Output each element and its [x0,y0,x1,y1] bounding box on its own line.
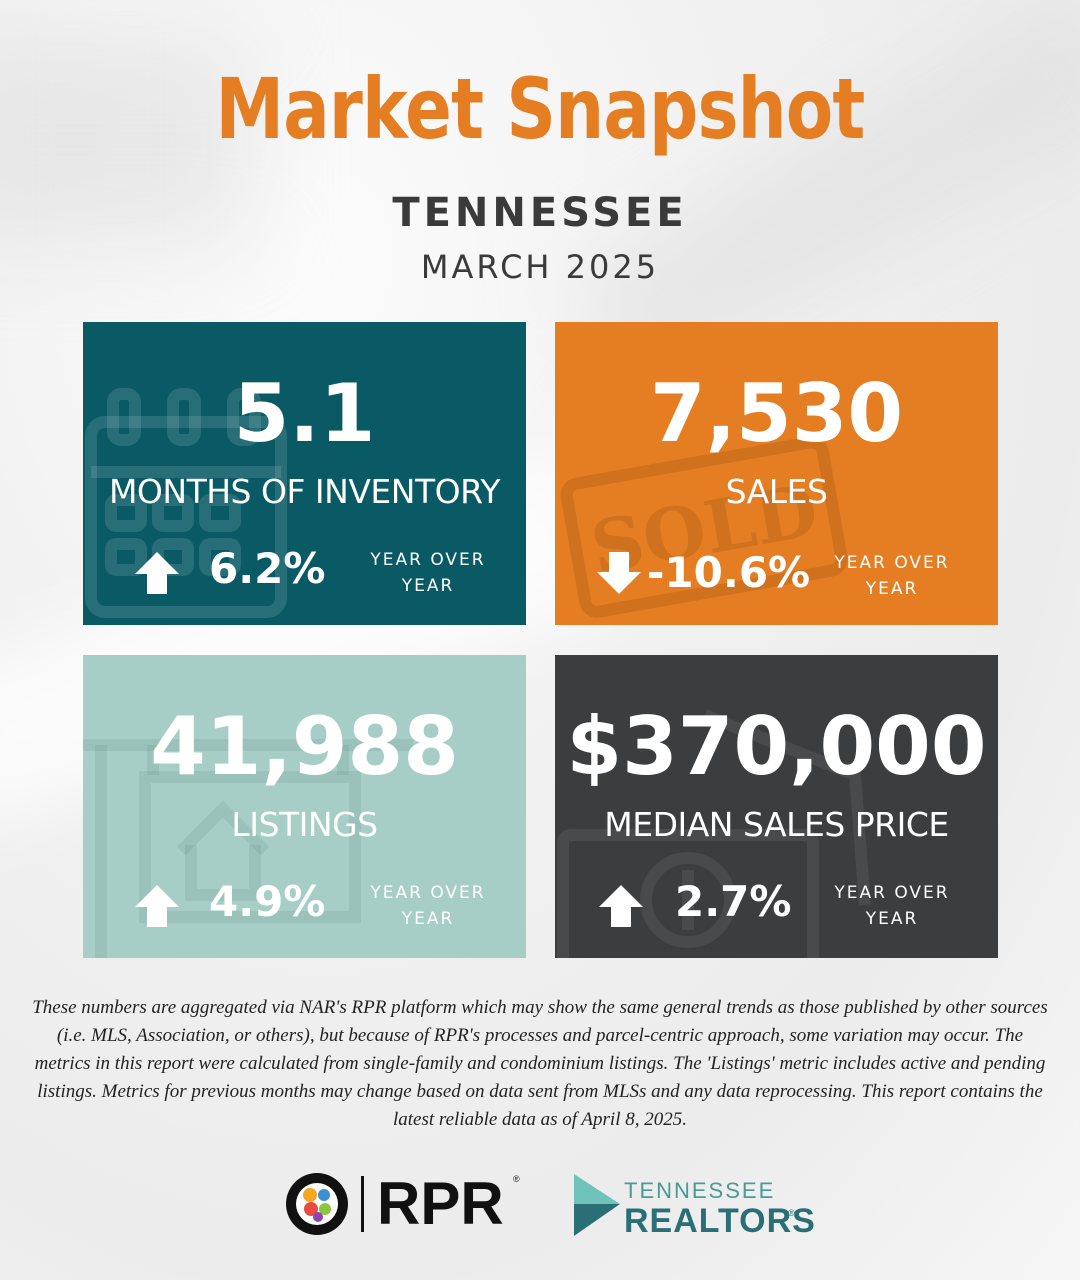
arrow-up-icon [135,552,179,594]
registered-mark: ® [513,1174,520,1184]
inventory-value: 5.1 [233,367,376,460]
rpr-wordmark: RPR [377,1170,504,1237]
listings-card: 41,988 LISTINGS 4.9% YEAR OVER YEAR [83,655,526,958]
realtors-logo-state: TENNESSEE [624,1178,776,1203]
sales-label: SALES [725,472,828,511]
listings-label: LISTINGS [231,805,378,844]
median-price-change: 2.7% [675,877,792,926]
registered-mark: ® [788,1208,795,1218]
months-of-inventory-card: 5.1 MONTHS OF INVENTORY 6.2% YEAR OVER Y… [83,322,526,625]
inventory-label: MONTHS OF INVENTORY [108,472,501,511]
arrow-up-icon [135,885,179,927]
inventory-change: 6.2% [209,544,326,593]
year-over-year-label: YEAR OVER YEAR [834,553,950,599]
state-name: TENNESSEE [392,190,688,236]
page-title: Market Snapshot [215,60,865,158]
median-sales-price-card: $370,000 MEDIAN SALES PRICE 2.7% YEAR OV… [555,655,998,958]
logo-divider [361,1176,364,1232]
rpr-logo-mark-icon [286,1173,348,1235]
arrow-down-icon [597,552,641,594]
year-over-year-label: YEAR OVER YEAR [370,883,486,929]
tennessee-realtors-logo: TENNESSEE REALTORS ® [572,1168,815,1244]
background-shade [0,40,250,240]
year-over-year-label: YEAR OVER YEAR [370,550,486,596]
year-over-year-label: YEAR OVER YEAR [834,883,950,929]
report-period: MARCH 2025 [420,248,660,286]
calendar-icon [85,388,287,618]
arrow-up-icon [599,885,643,927]
sales-card: SOLD 7,530 SALES -10.6% YEAR OVER YEAR [555,322,998,625]
for-sale-sign-icon [83,739,413,958]
listings-value: 41,988 [150,700,459,793]
sales-value: 7,530 [649,367,904,460]
rpr-logo: RPR ® [285,1172,525,1236]
realtors-logo-name: REALTORS [624,1202,816,1240]
median-price-label: MEDIAN SALES PRICE [604,805,949,844]
sales-change: -10.6% [647,548,811,597]
dollar-bill-icon [557,709,871,958]
disclaimer-text: These numbers are aggregated via NAR's R… [32,997,1048,1130]
listings-change: 4.9% [209,877,326,926]
median-price-value: $370,000 [566,700,987,793]
realtors-chevron-icon [574,1174,620,1236]
